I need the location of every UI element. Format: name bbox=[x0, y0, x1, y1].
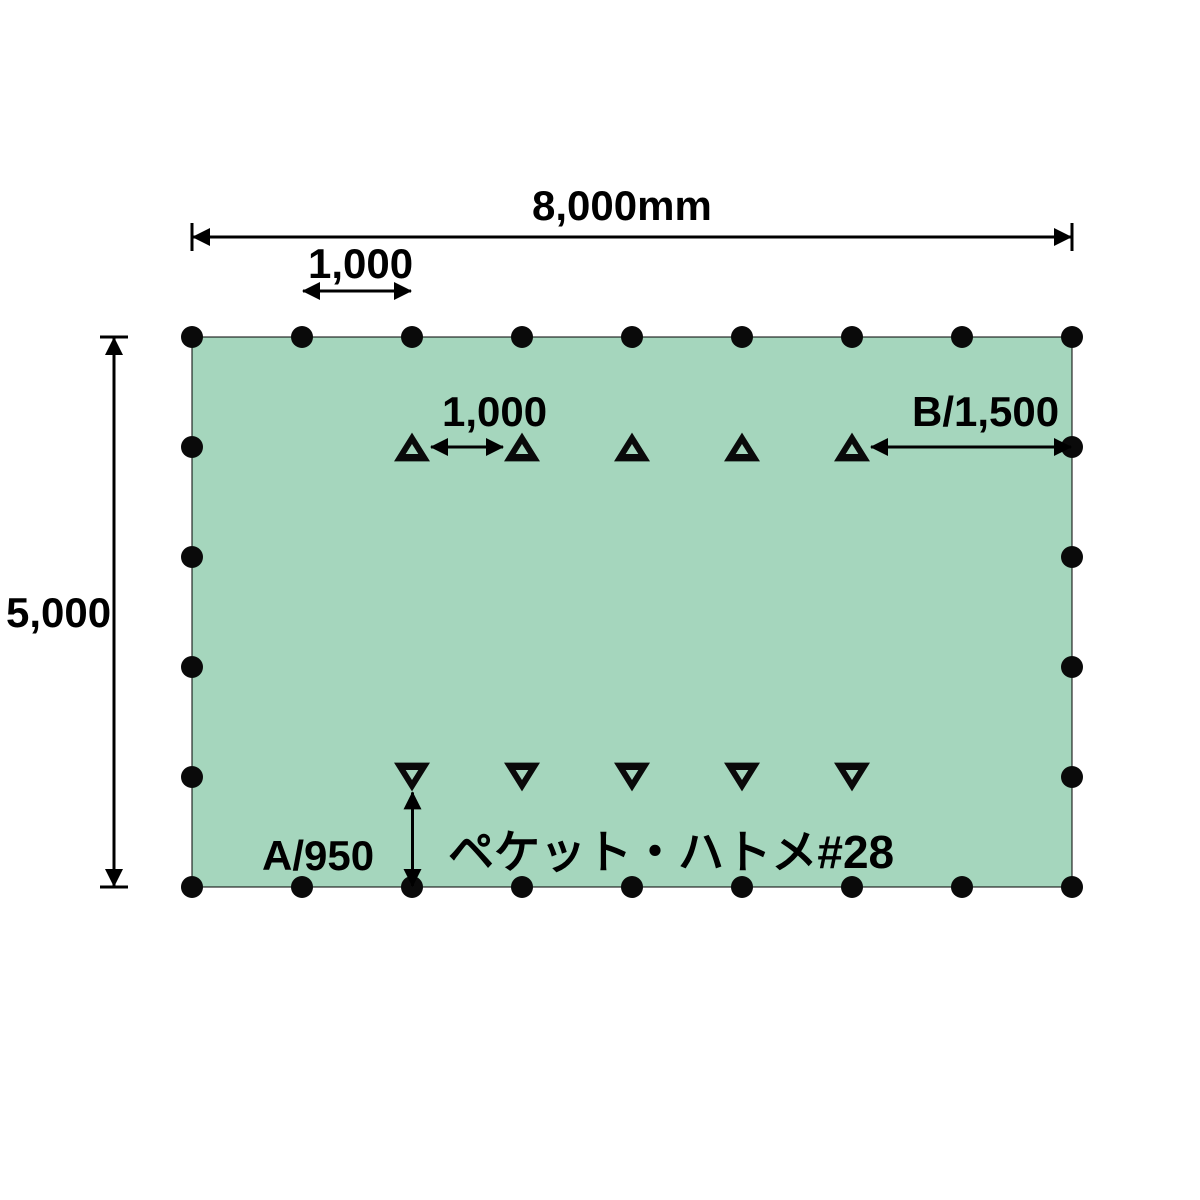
grommet-dot bbox=[181, 766, 203, 788]
grommet-dot bbox=[621, 326, 643, 348]
grommet-dot bbox=[401, 326, 423, 348]
arrowhead bbox=[105, 869, 123, 887]
dim-total-height-label: 5,000 bbox=[6, 592, 111, 634]
grommet-dot bbox=[1061, 546, 1083, 568]
grommet-dot bbox=[181, 876, 203, 898]
grommet-dot bbox=[511, 876, 533, 898]
arrowhead bbox=[105, 337, 123, 355]
grommet-dot bbox=[1061, 656, 1083, 678]
arrowhead bbox=[192, 228, 210, 246]
dim-grommet-pitch-label: 1,000 bbox=[308, 243, 413, 285]
grommet-dot bbox=[181, 436, 203, 458]
grommet-dot bbox=[841, 326, 863, 348]
dim-pocket-pitch-label: 1,000 bbox=[442, 391, 547, 433]
grommet-dot bbox=[951, 876, 973, 898]
grommet-dot bbox=[511, 326, 533, 348]
grommet-dot bbox=[1061, 326, 1083, 348]
dim-total-width-label: 8,000mm bbox=[532, 185, 712, 227]
grommet-dot bbox=[621, 876, 643, 898]
grommet-dot bbox=[1061, 876, 1083, 898]
grommet-dot bbox=[181, 656, 203, 678]
pocket-note-label: ペケット・ハトメ#28 bbox=[448, 829, 894, 875]
dim-b-label: B/1,500 bbox=[912, 391, 1059, 433]
grommet-dot bbox=[731, 876, 753, 898]
grommet-dot bbox=[951, 326, 973, 348]
grommet-dot bbox=[291, 876, 313, 898]
grommet-dot bbox=[1061, 766, 1083, 788]
grommet-dot bbox=[731, 326, 753, 348]
grommet-dot bbox=[181, 326, 203, 348]
grommet-dot bbox=[291, 326, 313, 348]
grommet-dot bbox=[841, 876, 863, 898]
diagram-svg bbox=[0, 0, 1200, 1200]
diagram-stage: 8,000mm 5,000 1,000 1,000 A/950 B/1,500 … bbox=[0, 0, 1200, 1200]
grommet-dot bbox=[181, 546, 203, 568]
dim-a-label: A/950 bbox=[262, 835, 374, 877]
arrowhead bbox=[1054, 228, 1072, 246]
